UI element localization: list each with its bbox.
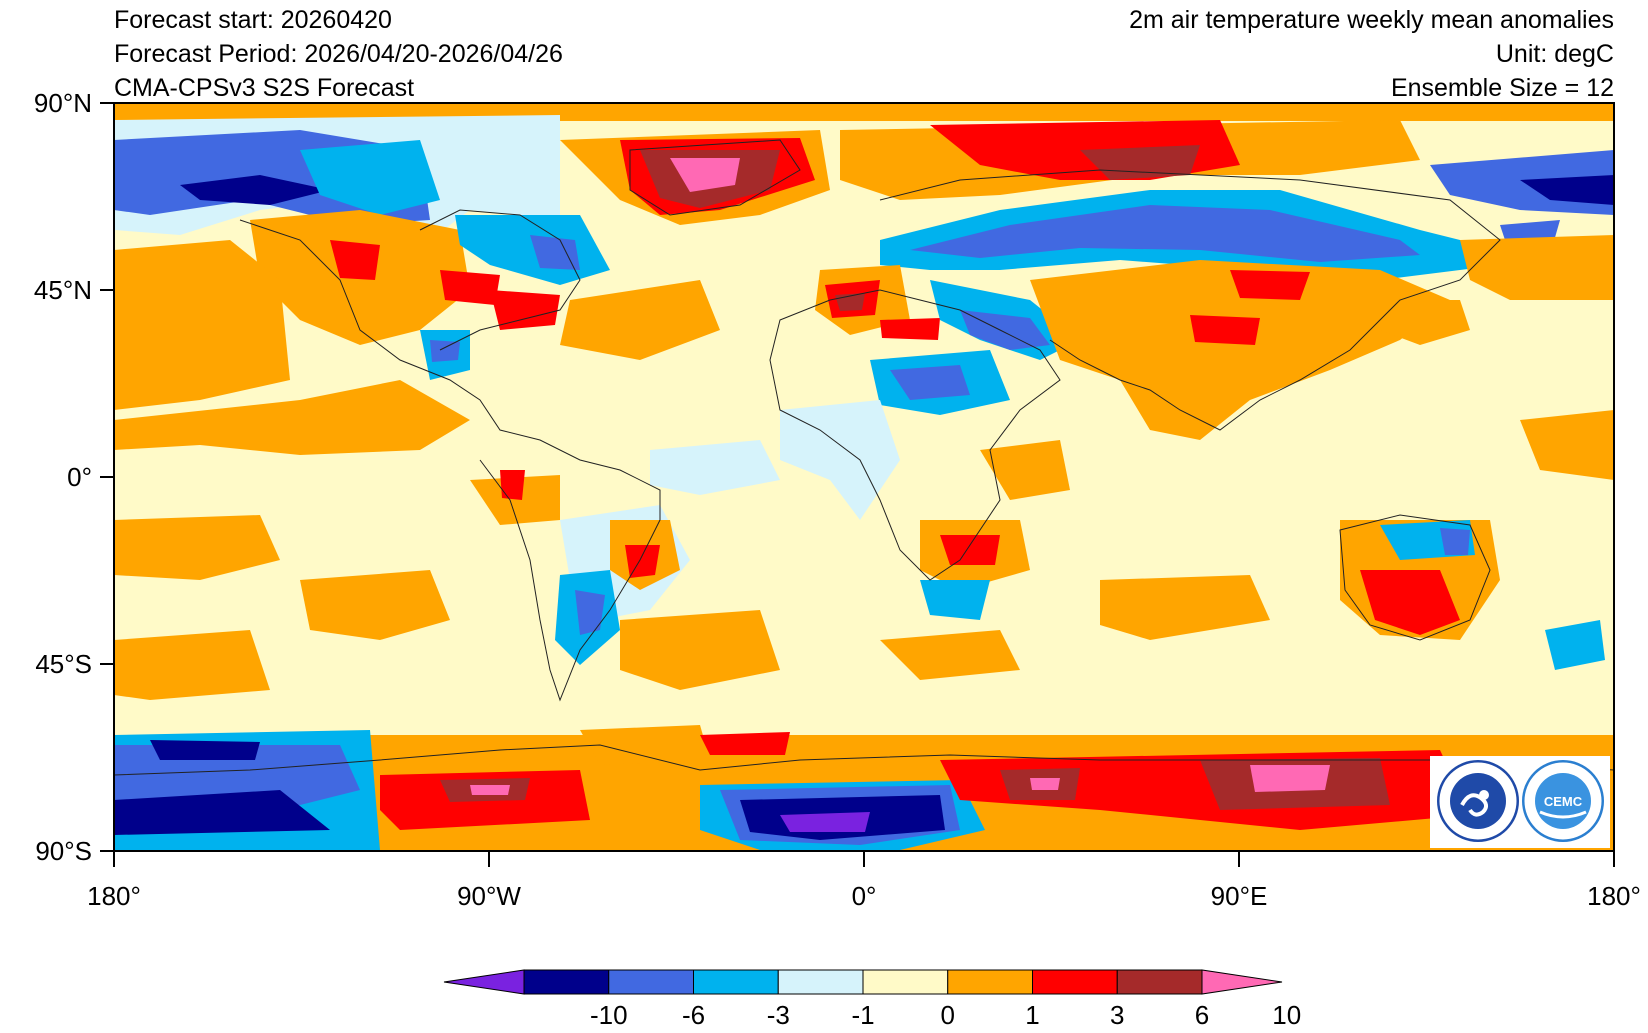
- lat-label-0: 0°: [67, 462, 92, 492]
- colorbar-label: -10: [590, 1000, 628, 1030]
- colorbar-label: -1: [851, 1000, 874, 1030]
- lat-label-90n: 90°N: [34, 88, 92, 118]
- colorbar-label: 10: [1272, 1000, 1301, 1030]
- forecast-period-text: Forecast Period: 2026/04/20-2026/04/26: [114, 40, 563, 68]
- colorbar-segment: [1032, 969, 1118, 995]
- colorbar-label: 3: [1110, 1000, 1124, 1030]
- colorbar-segment: [608, 969, 694, 995]
- colorbar-segment: [523, 969, 610, 995]
- colorbar-segment: [777, 969, 864, 995]
- lon-label-90w: 90°W: [457, 881, 521, 911]
- lat-label-45n: 45°N: [34, 275, 92, 305]
- colorbar-label: 1: [1025, 1000, 1039, 1030]
- lat-label-45s: 45°S: [35, 649, 92, 679]
- colorbar-label: 0: [941, 1000, 955, 1030]
- anomaly-field: [114, 103, 1614, 851]
- lon-ticks: [113, 851, 1615, 867]
- colorbar-segment: [693, 969, 779, 995]
- colorbar-segment: [1116, 969, 1203, 995]
- header-left: Forecast start: 20260420 Forecast Period…: [114, 3, 563, 105]
- colorbar-label: -3: [767, 1000, 790, 1030]
- colorbar-label: 6: [1195, 1000, 1209, 1030]
- cemc-logo-text: CEMC: [1544, 794, 1583, 809]
- forecast-start-text: Forecast start: 20260420: [114, 6, 392, 34]
- lat-ticks: [100, 102, 114, 852]
- colorbar-segment: [443, 969, 525, 995]
- colorbar: -10 -6 -3 -1 0 1 3 6 10: [443, 969, 1301, 1030]
- lon-label-180w: 180°: [87, 881, 141, 911]
- ensemble-size-text: Ensemble Size = 12: [1390, 74, 1614, 102]
- cemc-logo-icon: CEMC: [1522, 760, 1604, 842]
- model-name-text: CMA-CPSv3 S2S Forecast: [114, 74, 415, 102]
- colorbar-segment: [1201, 969, 1283, 995]
- header-right: 2m air temperature weekly mean anomalies…: [1129, 3, 1614, 105]
- variable-title-text: 2m air temperature weekly mean anomalies: [1129, 6, 1614, 34]
- coastlines: [114, 139, 1614, 776]
- lat-label-90s: 90°S: [35, 836, 92, 866]
- cma-logo-icon: [1437, 760, 1519, 842]
- lon-label-0: 0°: [852, 881, 877, 911]
- colorbar-label: -6: [682, 1000, 705, 1030]
- colorbar-segment: [862, 969, 949, 995]
- colorbar-segment: [947, 969, 1033, 995]
- lon-label-180e: 180°: [1587, 881, 1641, 911]
- unit-text: Unit: degC: [1495, 40, 1614, 68]
- lon-label-90e: 90°E: [1211, 881, 1268, 911]
